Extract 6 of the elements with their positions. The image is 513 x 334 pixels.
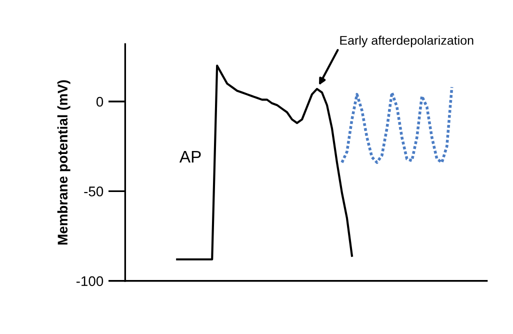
annotation: AP xyxy=(179,151,201,162)
y-tick-label: -100 xyxy=(76,276,104,286)
y-axis-title: Membrane potential (mV) xyxy=(57,80,70,245)
y-tick-label: 0 xyxy=(96,96,104,107)
annotation: Early afterdepolarization xyxy=(340,36,474,48)
y-tick-label: -50 xyxy=(84,186,104,196)
